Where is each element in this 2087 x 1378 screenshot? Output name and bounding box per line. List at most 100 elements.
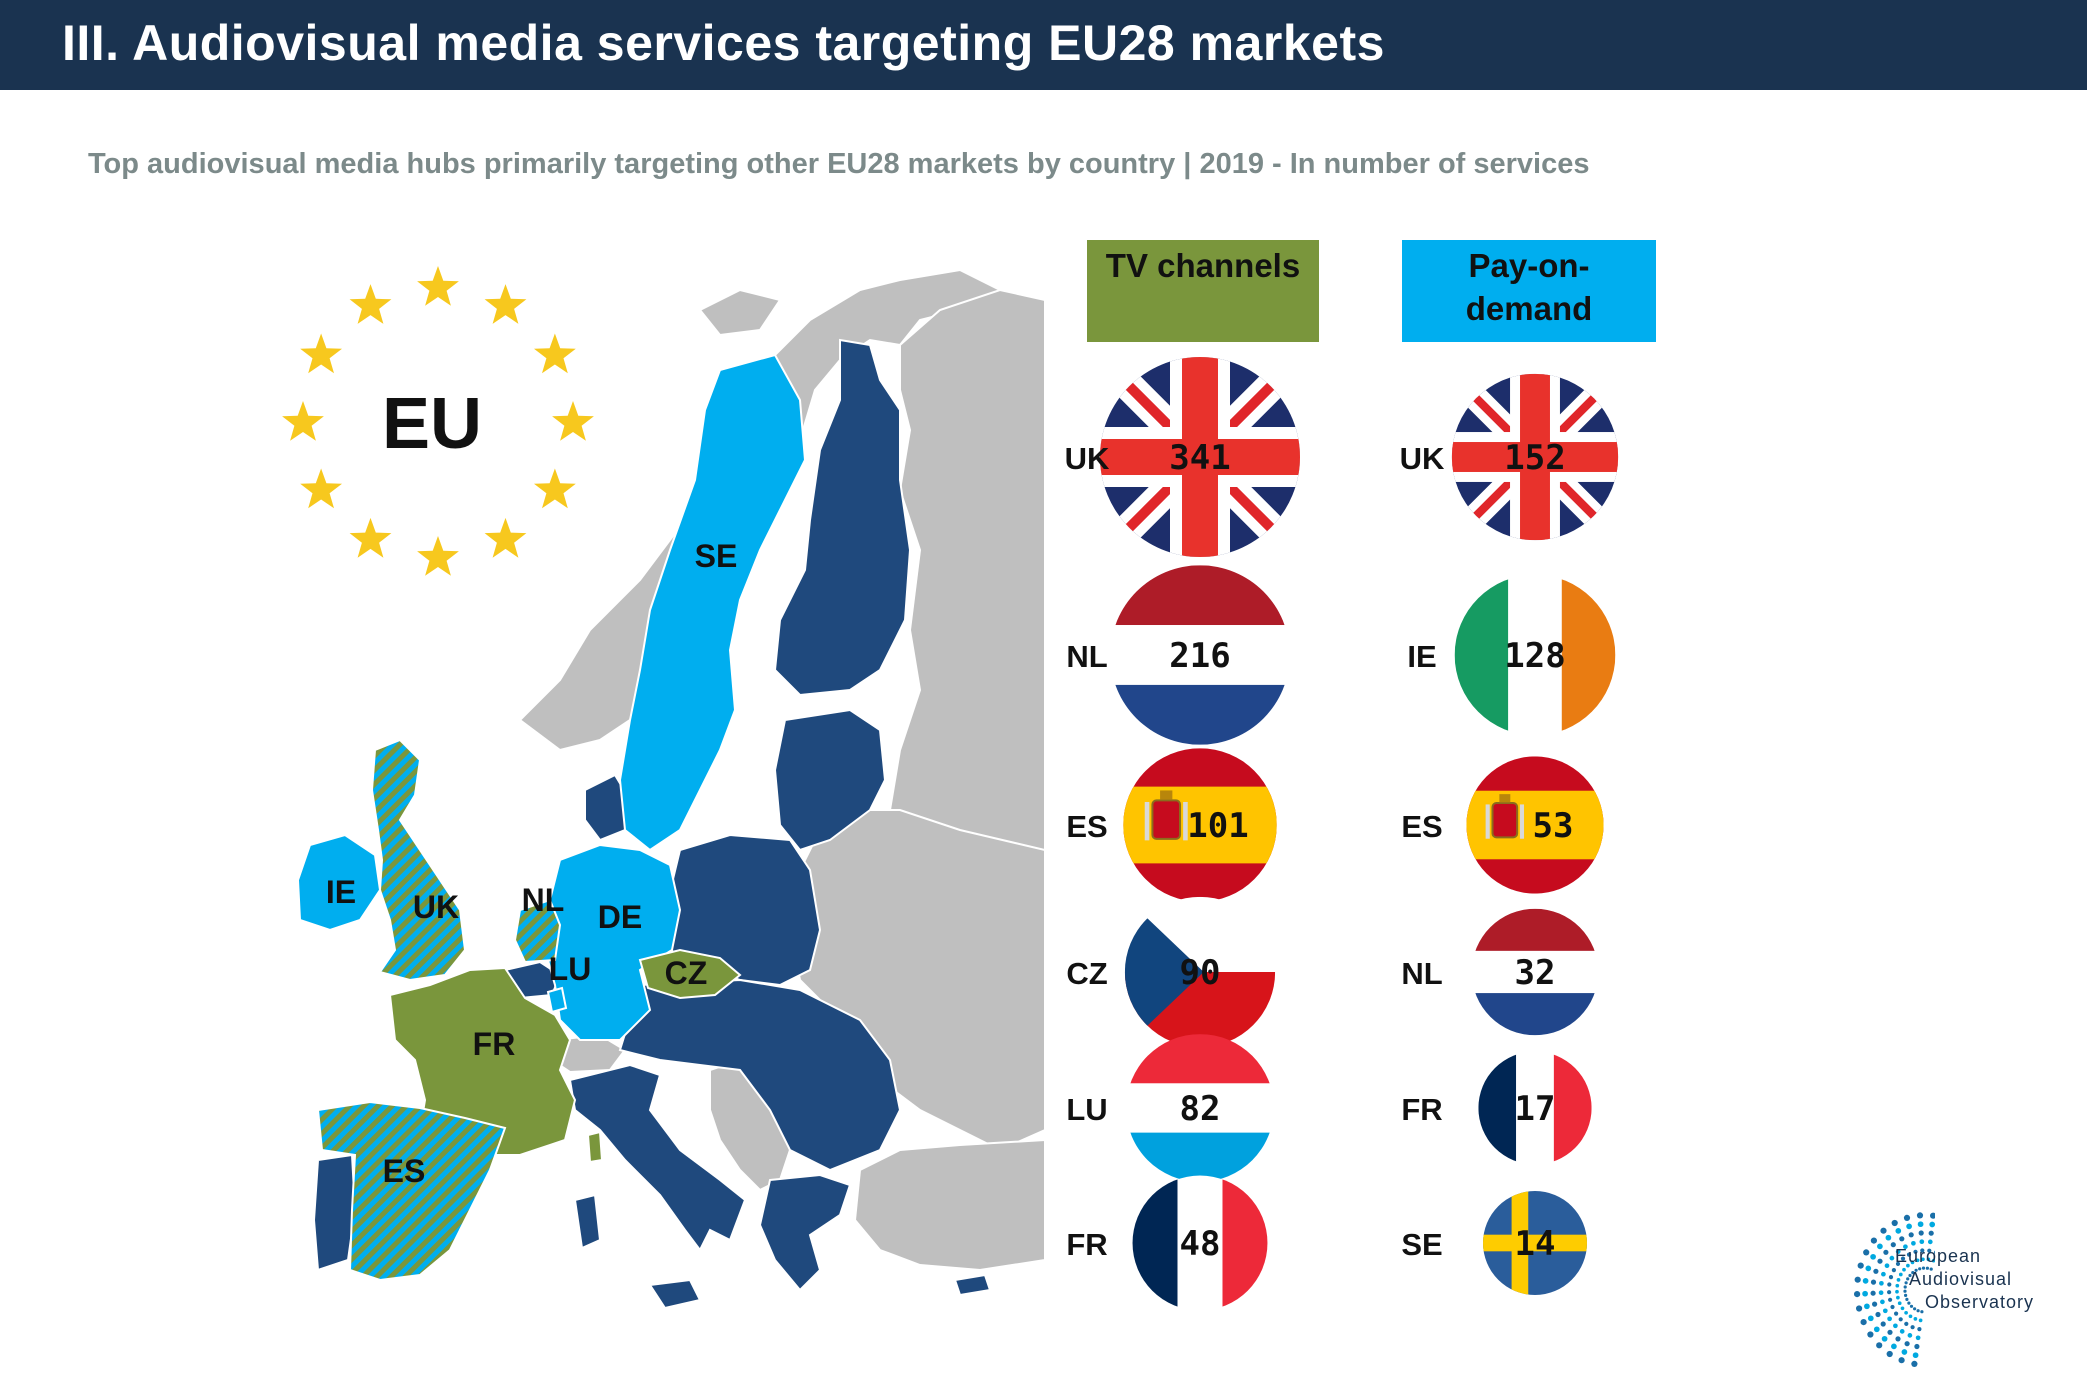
central-eu-shape (618, 978, 902, 1172)
logo-dot (1903, 1214, 1911, 1221)
map-label-cz: CZ (665, 955, 708, 991)
data-value-label: 128 (1504, 636, 1565, 676)
logo-dot (1898, 1317, 1903, 1322)
logo-dot (1867, 1315, 1874, 1322)
logo-dot (1926, 1257, 1931, 1262)
chart-subtitle: Top audiovisual media hubs primarily tar… (88, 148, 1590, 180)
logo-dot (1903, 1285, 1907, 1289)
corsica-shape (586, 1130, 604, 1164)
country-code-label: ES (1401, 809, 1442, 844)
eu-other-members (312, 338, 992, 1310)
logo-dot (1907, 1333, 1913, 1338)
logo-dot (1904, 1321, 1909, 1326)
germany-shape (543, 843, 682, 1041)
uk-flag-icon (1100, 357, 1300, 557)
eu-star-icon (300, 468, 342, 509)
logo-dot (1895, 1228, 1902, 1234)
logo-dot (1911, 1271, 1915, 1275)
logo-dot (1870, 1279, 1877, 1285)
country-code-label: UK (1400, 441, 1445, 476)
logo-dot (1880, 1299, 1885, 1305)
logo-dot (1882, 1308, 1888, 1314)
logo-dot (1890, 1242, 1896, 1248)
logo-dot (1873, 1326, 1880, 1333)
logo-dot (1902, 1267, 1906, 1272)
netherlands-shape (513, 898, 562, 964)
map-label-uk: UK (413, 889, 459, 925)
se-flag-icon (1483, 1191, 1587, 1295)
logo-dot (1881, 1335, 1888, 1342)
map-label-se: SE (695, 538, 738, 574)
logo-dot (1921, 1266, 1926, 1270)
logo-dot (1910, 1260, 1915, 1265)
eu-star-icon (417, 266, 459, 306)
logo-dot (1862, 1290, 1868, 1297)
data-value-label: 53 (1533, 806, 1574, 846)
logo-dot (1908, 1232, 1914, 1238)
logo-dot (1895, 1261, 1901, 1266)
logo-dot (1886, 1350, 1893, 1358)
logo-dot (1898, 1357, 1905, 1364)
country-code-label: SE (1401, 1227, 1442, 1262)
turkey-shape (853, 1138, 1046, 1272)
italy-shape (568, 1063, 747, 1252)
logo-dot (1863, 1249, 1870, 1256)
logo-dot (1912, 1352, 1919, 1359)
series-header-label: demand (1466, 290, 1593, 327)
eu-star-icon (534, 468, 576, 509)
logo-line-1: European (1895, 1246, 1982, 1266)
logo-dot (1891, 1219, 1898, 1227)
logo-dot (1928, 1230, 1934, 1236)
logo-dot (1915, 1258, 1920, 1263)
data-value-label: 32 (1515, 953, 1556, 993)
observatory-logo-icon (1854, 1212, 1935, 1367)
country-code-label: UK (1065, 441, 1110, 476)
logo-dot (1899, 1329, 1905, 1334)
uk-flag-icon (1451, 373, 1619, 541)
logo-dot (1913, 1249, 1918, 1254)
logo-dot (1857, 1262, 1864, 1269)
logo-dot (1870, 1237, 1877, 1244)
logo-dot (1880, 1321, 1886, 1327)
logo-line-2: Audiovisual (1909, 1269, 2013, 1289)
logo-dot (1911, 1240, 1916, 1246)
logo-dot (1904, 1341, 1910, 1347)
logo-dot (1885, 1234, 1892, 1241)
country-code-label: LU (1066, 1092, 1107, 1127)
logo-dot (1917, 1327, 1922, 1332)
logo-dot (1893, 1323, 1898, 1329)
map-label-ie: IE (326, 874, 356, 910)
logo-dot (1887, 1282, 1892, 1287)
logo-dot (1864, 1303, 1870, 1310)
logo-dot (1908, 1273, 1912, 1278)
logo-dot (1927, 1239, 1933, 1245)
logo-dot (1929, 1221, 1935, 1228)
flag-chart: TV channels UK 341 NL 216 ES 101 CZ 90 LU 82 FR 48 Pa… (1065, 240, 1656, 1310)
logo-dot (1881, 1271, 1886, 1277)
finland-shape (773, 338, 912, 697)
data-value-label: 82 (1180, 1089, 1221, 1129)
data-value-label: 101 (1187, 806, 1248, 846)
logo-dot (1927, 1248, 1932, 1253)
data-value-label: 48 (1180, 1224, 1221, 1264)
north-coast-shape (698, 288, 782, 337)
logo-dot (1925, 1266, 1929, 1270)
logo-dot (1898, 1272, 1903, 1277)
country-code-label: CZ (1066, 956, 1107, 991)
logo-dot (1890, 1304, 1895, 1310)
logo-dot (1894, 1311, 1899, 1316)
sweden-shape (618, 353, 807, 852)
header-bar: III. Audiovisual media services targetin… (0, 0, 2087, 90)
portugal-shape (312, 1153, 357, 1272)
map-label-nl: NL (522, 882, 565, 918)
eu-star-icon (417, 536, 459, 576)
logo-dot (1895, 1249, 1901, 1254)
logo-dot (1895, 1283, 1900, 1288)
logo-dot (1896, 1295, 1900, 1300)
logo-dot (1883, 1249, 1889, 1255)
logo-dot (1909, 1304, 1914, 1308)
logo-dot (1870, 1290, 1876, 1296)
logo-dot (1934, 1250, 1935, 1255)
logo-dot (1903, 1289, 1907, 1293)
logo-dot (1876, 1342, 1883, 1349)
